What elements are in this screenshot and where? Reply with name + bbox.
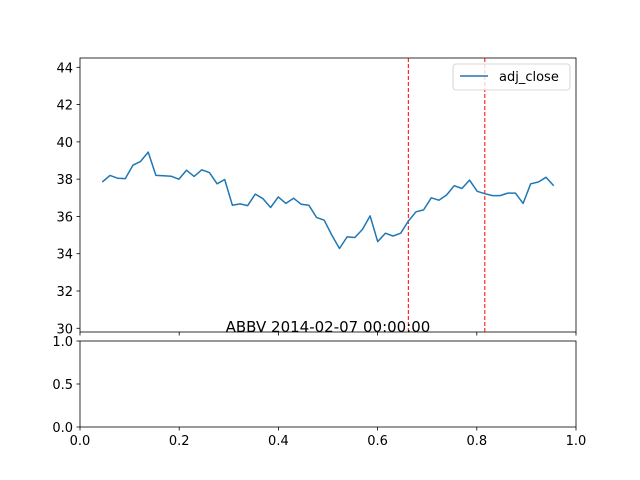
x-tick-label: 0.6: [367, 434, 388, 449]
x-tick-label: 0.2: [169, 434, 190, 449]
y-tick-label: 32: [56, 285, 73, 300]
lower-axes: 0.0 0.2 0.4 0.6 0.8 1.0 0.0 0.5 1.0: [52, 335, 586, 449]
x-tick-label: 1.0: [566, 434, 587, 449]
y-tick-label: 34: [56, 248, 73, 263]
lower-y-ticks: 0.0 0.5 1.0: [52, 335, 80, 436]
y-tick-label: 44: [56, 61, 73, 76]
legend: adj_close: [452, 63, 571, 91]
series-line-adj-close: [101, 151, 555, 250]
x-tick-label: 0.8: [466, 434, 487, 449]
legend-label-adj-close: adj_close: [499, 70, 559, 85]
y-tick-label: 38: [56, 173, 73, 188]
y-tick-label: 0.5: [52, 378, 73, 393]
price-series: [101, 151, 555, 250]
price-x-ticks: [79, 332, 577, 336]
y-tick-label: 1.0: [52, 335, 73, 350]
x-tick-label: 0.0: [70, 434, 91, 449]
y-tick-label: 30: [56, 322, 73, 337]
x-tick-label: 0.4: [268, 434, 289, 449]
y-tick-label: 40: [56, 136, 73, 151]
y-tick-label: 42: [56, 99, 73, 114]
y-tick-label: 36: [56, 210, 73, 225]
event-markers: [407, 58, 486, 332]
chart-title: ABBV 2014-02-07 00:00:00: [226, 318, 431, 336]
price-axes: 30 32 34 36 38 40 42 44 adj_close: [56, 57, 577, 337]
lower-x-ticks: 0.0 0.2 0.4 0.6 0.8 1.0: [70, 427, 587, 449]
lower-axes-frame: [79, 340, 577, 428]
legend-box: [452, 63, 571, 91]
y-tick-label: 0.0: [52, 421, 73, 436]
price-y-ticks: 30 32 34 36 38 40 42 44: [56, 61, 80, 337]
